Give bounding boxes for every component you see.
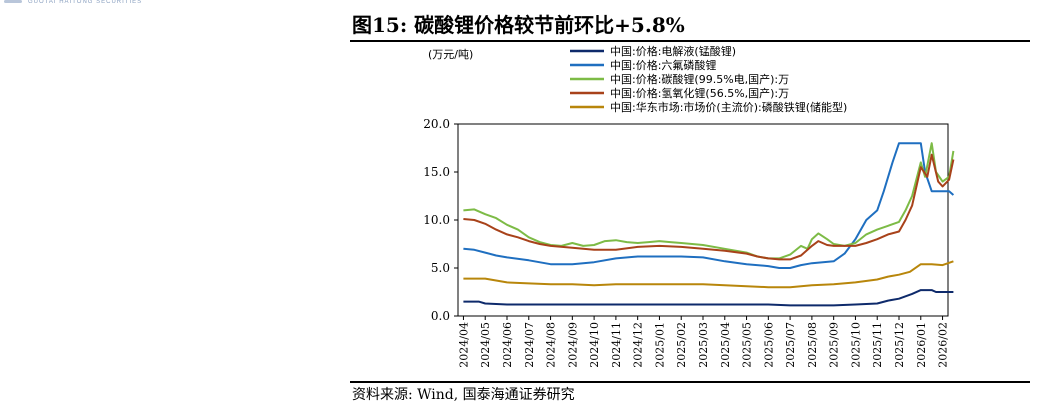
x-tick-label: 2024/07 [523, 322, 536, 368]
x-tick-label: 2026/01 [915, 322, 928, 368]
plot-frame [457, 123, 949, 317]
series-line-2 [463, 142, 955, 269]
y-tick-label: 10.0 [423, 213, 450, 227]
source-note: 资料来源: Wind, 国泰海通证券研究 [352, 387, 575, 403]
x-tick-label: 2025/12 [893, 322, 906, 368]
x-tick-label: 2024/09 [566, 322, 579, 368]
x-tick-label: 2026/02 [937, 322, 950, 368]
x-tick-label: 2024/04 [457, 322, 470, 368]
y-tick-label: 0.0 [431, 309, 450, 323]
x-tick-label: 2025/01 [653, 322, 666, 368]
figure-title: 图15: 碳酸锂价格较节前环比+5.8% [352, 13, 685, 37]
x-tick-label: 2025/09 [828, 322, 841, 368]
x-tick-label: 2025/04 [719, 322, 732, 368]
x-tick-label: 2025/08 [806, 322, 819, 368]
x-tick-label: 2024/11 [610, 322, 623, 368]
series-line-4 [463, 153, 955, 261]
legend-label-3: 中国:价格:碳酸锂(99.5%电,国产):万 [610, 72, 789, 86]
series-line-5 [463, 260, 954, 289]
y-tick-label: 15.0 [423, 165, 450, 179]
legend-label-1: 中国:价格:电解液(锰酸锂) [610, 44, 736, 58]
x-tick-label: 2024/10 [588, 322, 601, 368]
x-tick-label: 2025/07 [784, 322, 797, 368]
x-tick-label: 2025/10 [849, 322, 862, 368]
legend-label-5: 中国:华东市场:市场价(主流价):磷酸铁锂(储能型) [610, 100, 847, 114]
header-brand-text: GUOTAI HAITONG SECURITIES [28, 0, 143, 4]
y-tick-label: 20.0 [423, 117, 450, 131]
x-tick-label: 2025/11 [871, 322, 884, 368]
series-line-1 [463, 289, 954, 307]
line-chart: 0.0 5.0 10.0 15.0 20.0 2024/04 2024/05 2024/06 2… [423, 44, 955, 368]
title-divider [350, 40, 1030, 42]
x-tick-label: 2025/02 [675, 322, 688, 368]
x-tick-label: 2024/12 [632, 322, 645, 368]
x-tick-label: 2025/06 [762, 322, 775, 368]
brand-logo-icon [4, 0, 22, 3]
x-tick-label: 2025/03 [697, 322, 710, 368]
x-tick-label: 2024/06 [501, 322, 514, 368]
x-tick-label: 2024/05 [479, 322, 492, 368]
y-unit-label: (万元/吨) [428, 48, 473, 61]
y-tick-label: 5.0 [431, 261, 450, 275]
x-tick-label: 2024/08 [545, 322, 558, 368]
legend-label-2: 中国:价格:六氟磷酸锂 [610, 58, 716, 72]
header-strip: GUOTAI HAITONG SECURITIES [0, 0, 1038, 8]
x-tick-label: 2025/05 [741, 322, 754, 368]
legend-label-4: 中国:价格:氢氧化锂(56.5%,国产):万 [610, 86, 789, 100]
source-divider [350, 381, 1030, 383]
